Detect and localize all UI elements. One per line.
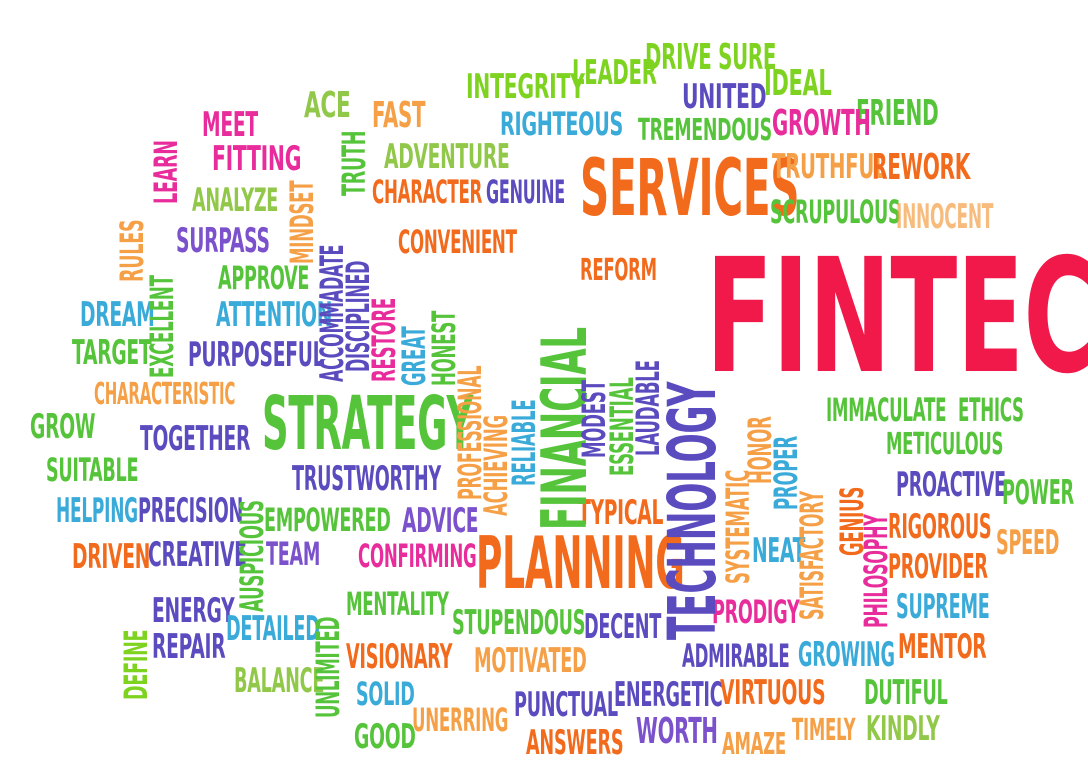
word-reform: REFORM: [580, 253, 657, 288]
word-driven: DRIVEN: [72, 537, 151, 577]
word-truth: TRUTH: [335, 130, 373, 196]
word-visionary: VISIONARY: [346, 637, 453, 677]
word-philosophy: PHILOSOPHY: [857, 514, 895, 628]
word-trustworthy: TRUSTWORTHY: [292, 459, 441, 499]
word-surpass: SURPASS: [176, 221, 270, 261]
word-speed: SPEED: [996, 523, 1060, 563]
word-tremendous: TREMENDOUS: [638, 113, 772, 148]
word-balance: BALANCE: [234, 661, 325, 701]
word-unlimited: UNLIMITED: [309, 616, 347, 718]
word-mentor: MENTOR: [898, 627, 987, 667]
word-character: CHARACTER: [372, 173, 483, 211]
word-mentality: MENTALITY: [346, 585, 449, 623]
word-detailed: DETAILED: [226, 609, 320, 649]
word-purposeful: PURPOSEFUL: [188, 335, 325, 375]
word-ace: ACE: [304, 85, 351, 126]
word-leader: LEADER: [572, 53, 657, 93]
word-precision: PRECISION: [138, 491, 244, 531]
word-provider: PROVIDER: [888, 547, 988, 587]
word-innocent: INNOCENT: [896, 197, 994, 237]
word-supreme: SUPREME: [896, 587, 990, 627]
word-growth: GROWTH: [772, 103, 871, 144]
word-approve: APPROVE: [218, 259, 310, 297]
word-power: POWER: [1002, 473, 1074, 513]
word-attention: ATTENTION: [216, 295, 333, 335]
word-learn: LEARN: [147, 140, 185, 204]
word-analyze: ANALYZE: [192, 181, 279, 219]
word-auspicious: AUSPICIOUS: [233, 500, 271, 612]
word-united: UNITED: [682, 77, 767, 117]
word-fast: FAST: [372, 95, 426, 136]
word-unerring: UNERRING: [412, 701, 509, 739]
word-rules: RULES: [113, 219, 151, 282]
word-meticulous: METICULOUS: [886, 427, 1004, 462]
word-stupendous: STUPENDOUS: [452, 603, 586, 643]
word-meet: MEET: [202, 105, 258, 145]
word-punctual: PUNCTUAL: [514, 685, 618, 725]
word-repair: REPAIR: [152, 627, 226, 667]
word-empowered: EMPOWERED: [264, 501, 391, 539]
word-friend: FRIEND: [856, 93, 939, 134]
word-answers: ANSWERS: [526, 723, 624, 763]
word-truthful: TRUTHFUL: [772, 147, 887, 187]
word-proactive: PROACTIVE: [896, 465, 1006, 505]
word-target: TARGET: [72, 333, 152, 373]
word-fitting: FITTING: [212, 139, 302, 179]
word-laudable: LAUDABLE: [629, 360, 667, 456]
word-growing: GROWING: [798, 635, 895, 675]
word-energetic: ENERGETIC: [614, 675, 723, 715]
word-technology: TECHNOLOGY: [654, 381, 731, 640]
word-motivated: MOTIVATED: [474, 641, 587, 681]
word-strategy: STRATEGY: [262, 381, 474, 467]
word-amaze: AMAZE: [722, 727, 786, 762]
word-reliable: RELIABLE: [505, 399, 543, 486]
word-good: GOOD: [354, 717, 416, 757]
word-suitable: SUITABLE: [46, 451, 139, 489]
word-worth: WORTH: [636, 711, 718, 752]
word-excellent: EXCELLENT: [143, 275, 181, 378]
word-neat: NEAT: [752, 531, 806, 571]
word-convenient: CONVENIENT: [398, 223, 517, 261]
word-kindly: KINDLY: [866, 709, 940, 749]
word-virtuous: VIRTUOUS: [720, 673, 826, 713]
word-ethics: ETHICS: [958, 391, 1024, 429]
word-integrity: INTEGRITY: [466, 67, 585, 107]
word-ideal: IDEAL: [764, 63, 832, 104]
word-energy: ENERGY: [152, 591, 235, 631]
word-solid: SOLID: [356, 675, 415, 713]
word-rigorous: RIGOROUS: [888, 507, 992, 547]
word-rework: REWORK: [872, 147, 971, 188]
word-admirable: ADMIRABLE: [682, 637, 790, 675]
word-immaculate: IMMACULATE: [826, 391, 947, 429]
word-advice: ADVICE: [402, 501, 479, 541]
word-prodigy: PRODIGY: [712, 593, 800, 631]
word-characteristic: CHARACTERISTIC: [94, 377, 236, 412]
word-righteous: RIGHTEOUS: [500, 105, 624, 143]
word-genuine: GENUINE: [486, 173, 565, 211]
word-systematic: SYSTEMATIC: [719, 469, 757, 584]
word-adventure: ADVENTURE: [384, 137, 510, 177]
word-fintech: FINTECH: [706, 225, 1088, 409]
word-grow: GROW: [30, 407, 96, 447]
word-typical: TYPICAL: [578, 493, 664, 533]
word-confirming: CONFIRMING: [358, 537, 477, 575]
word-decent: DECENT: [584, 607, 662, 647]
word-creative: CREATIVE: [148, 535, 247, 575]
word-team: TEAM: [266, 535, 321, 573]
word-scrupulous: SCRUPULOUS: [770, 193, 901, 231]
word-dream: DREAM: [80, 295, 155, 335]
word-drive-sure: DRIVE SURE: [645, 37, 777, 78]
word-services: SERVICES: [580, 144, 800, 234]
word-helping: HELPING: [56, 491, 138, 531]
word-together: TOGETHER: [140, 419, 251, 459]
word-define: DEFINE: [117, 629, 155, 700]
word-timely: TIMELY: [792, 713, 856, 748]
word-dutiful: DUTIFUL: [864, 673, 948, 713]
word-satisfactory: SATISFACTORY: [793, 491, 831, 620]
word-planning: PLANNING: [476, 521, 685, 605]
